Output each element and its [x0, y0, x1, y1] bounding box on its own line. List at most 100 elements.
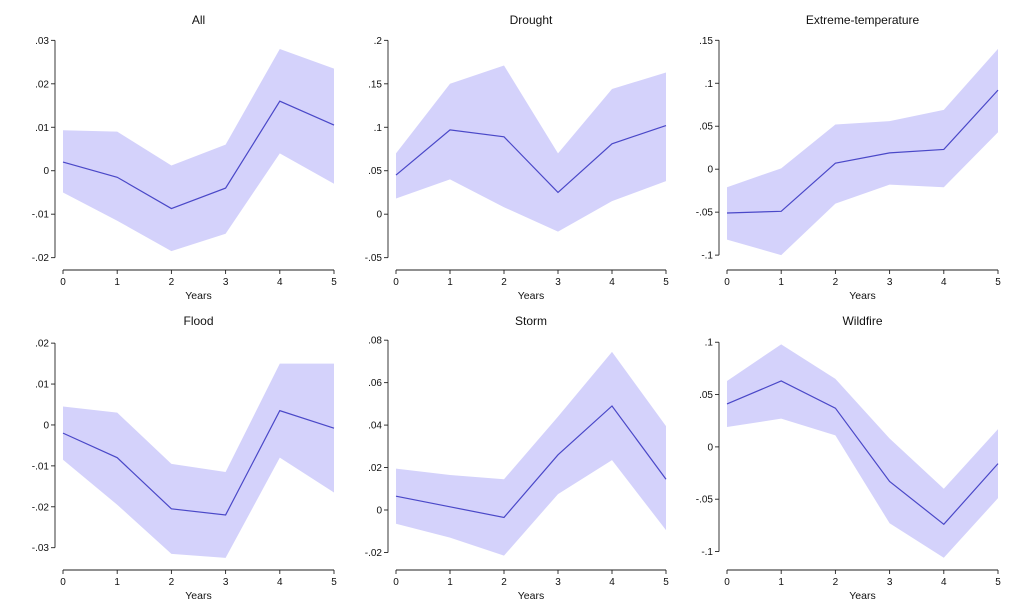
panel-title: Storm [515, 314, 547, 328]
series-line [62, 100, 335, 210]
x-axis-label: Years [185, 590, 211, 602]
y-tick-label: 0 [376, 210, 382, 221]
y-tick-label: .02 [368, 463, 382, 474]
y-tick-label: -.01 [32, 461, 50, 472]
x-tick-label: 2 [501, 577, 507, 588]
y-tick-label: .04 [368, 421, 382, 432]
chart-panel: Flood -.03 -.02 -.01 0 .01 .02 0 1 2 3 4 5 Years [32, 314, 337, 602]
x-tick-label: 0 [393, 277, 399, 288]
y-tick-label: 0 [376, 505, 382, 516]
y-tick-label: 0 [707, 442, 713, 453]
y-tick-label: -.02 [32, 502, 50, 513]
y-tick-label: -.05 [365, 253, 383, 264]
y-tick-label: -.02 [32, 253, 50, 264]
series-line [726, 89, 999, 214]
x-tick-label: 1 [114, 577, 120, 588]
x-tick-label: 2 [169, 577, 175, 588]
y-tick-label: 0 [707, 165, 713, 176]
x-tick-label: 3 [223, 577, 229, 588]
x-tick-label: 4 [609, 577, 615, 588]
x-tick-label: 3 [887, 577, 893, 588]
y-tick-label: .1 [374, 123, 383, 134]
series-line [62, 409, 335, 516]
confidence-band [396, 65, 666, 232]
x-tick-label: 4 [609, 277, 615, 288]
y-tick-label: .05 [368, 166, 382, 177]
y-tick-label: .2 [374, 36, 383, 47]
y-tick-label: .03 [35, 36, 49, 47]
x-axis-label: Years [849, 590, 875, 602]
x-tick-label: 2 [833, 277, 839, 288]
confidence-band [727, 48, 998, 256]
y-tick-label: -.05 [696, 495, 714, 506]
x-tick-label: 0 [60, 577, 66, 588]
x-tick-label: 5 [331, 277, 337, 288]
x-tick-label: 1 [447, 277, 453, 288]
x-tick-label: 5 [331, 577, 337, 588]
x-tick-label: 0 [724, 577, 730, 588]
y-tick-label: -.1 [701, 547, 713, 558]
x-tick-label: 3 [555, 577, 561, 588]
y-tick-label: -.02 [365, 548, 383, 559]
y-tick-label: -.1 [701, 251, 713, 262]
x-tick-label: 5 [663, 577, 669, 588]
confidence-band [63, 49, 334, 252]
chart-panel: All -.02 -.01 0 .01 .02 .03 0 1 2 3 4 5 Years [32, 13, 337, 302]
y-tick-label: -.05 [696, 208, 714, 219]
x-tick-label: 0 [724, 277, 730, 288]
chart-panel: Drought -.05 0 .05 .1 .15 .2 0 1 2 3 4 5 Years [365, 13, 669, 302]
x-tick-label: 0 [393, 577, 399, 588]
x-axis-label: Years [518, 290, 544, 302]
x-tick-label: 1 [447, 577, 453, 588]
x-tick-label: 4 [277, 277, 283, 288]
y-tick-label: .01 [35, 123, 49, 134]
x-tick-label: 4 [941, 277, 947, 288]
panel-title: Wildfire [842, 314, 882, 328]
panel-title: Flood [183, 314, 213, 328]
panel-title: Extreme-temperature [806, 13, 920, 27]
x-tick-label: 5 [663, 277, 669, 288]
y-tick-label: .02 [35, 339, 49, 350]
series-line [726, 380, 999, 526]
y-tick-label: -.01 [32, 210, 50, 221]
x-tick-label: 3 [223, 277, 229, 288]
y-tick-label: .08 [368, 336, 382, 347]
x-tick-label: 5 [995, 577, 1001, 588]
x-tick-label: 3 [887, 277, 893, 288]
x-tick-label: 4 [941, 577, 947, 588]
y-tick-label: .1 [705, 79, 714, 90]
y-tick-label: .1 [705, 338, 714, 349]
y-tick-label: .06 [368, 378, 382, 389]
x-tick-label: 2 [833, 577, 839, 588]
x-axis-label: Years [518, 590, 544, 602]
x-tick-label: 1 [778, 577, 784, 588]
chart-panel: Storm -.02 0 .02 .04 .06 .08 0 1 2 3 4 5 Years [365, 314, 669, 602]
confidence-band [396, 351, 666, 556]
y-tick-label: .15 [368, 79, 382, 90]
panel-title: Drought [510, 13, 553, 27]
x-axis-label: Years [185, 290, 211, 302]
x-axis-label: Years [849, 290, 875, 302]
chart-panel: Extreme-temperature -.1 -.05 0 .05 .1 .15 0 1 2 3 4… [696, 13, 1001, 302]
y-tick-label: 0 [43, 166, 49, 177]
series-line [395, 405, 667, 519]
x-tick-label: 1 [114, 277, 120, 288]
confidence-band [63, 363, 334, 558]
y-tick-label: -.03 [32, 543, 50, 554]
y-tick-label: .05 [699, 122, 713, 133]
panel-title: All [192, 13, 205, 27]
y-tick-label: 0 [43, 420, 49, 431]
x-tick-label: 2 [169, 277, 175, 288]
series-line [395, 124, 667, 194]
chart-panel: Wildfire -.1 -.05 0 .05 .1 0 1 2 3 4 5 Years [696, 314, 1001, 602]
x-tick-label: 2 [501, 277, 507, 288]
y-tick-label: .02 [35, 79, 49, 90]
x-tick-label: 3 [555, 277, 561, 288]
x-tick-label: 4 [277, 577, 283, 588]
x-tick-label: 0 [60, 277, 66, 288]
x-tick-label: 1 [778, 277, 784, 288]
y-tick-label: .01 [35, 380, 49, 391]
confidence-band [727, 344, 998, 558]
